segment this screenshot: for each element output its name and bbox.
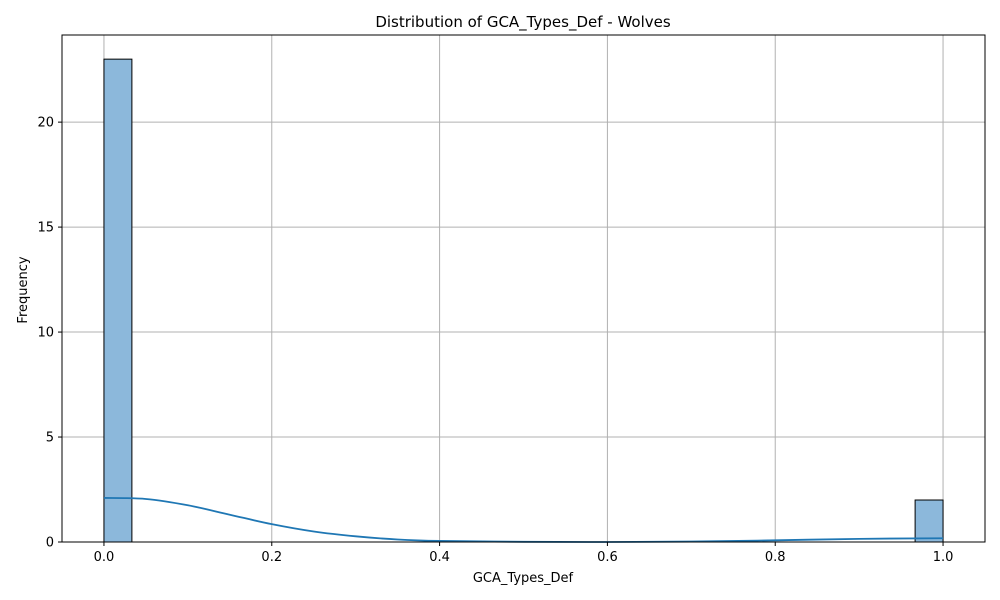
- x-tick-label: 0.0: [94, 550, 115, 565]
- chart-title: Distribution of GCA_Types_Def - Wolves: [375, 13, 671, 32]
- x-axis-ticks: 0.0 0.2 0.4 0.6 0.8 1.0: [94, 542, 954, 565]
- x-tick-label: 0.2: [261, 550, 282, 565]
- histogram-bar: [914, 499, 944, 543]
- x-tick-label: 0.6: [597, 550, 618, 565]
- y-axis-label: Frequency: [16, 256, 31, 323]
- x-tick-label: 0.8: [765, 550, 786, 565]
- y-tick-label: 0: [46, 536, 54, 551]
- plot-frame: [61, 34, 986, 543]
- x-tick-label: 0.4: [429, 550, 450, 565]
- x-axis-label: GCA_Types_Def: [473, 571, 574, 586]
- histogram-bar: [103, 58, 133, 543]
- x-tick-label: 1.0: [933, 550, 954, 565]
- kde-curve-group: [103, 497, 944, 543]
- kde-line: [103, 497, 944, 543]
- y-tick-label: 15: [37, 221, 54, 236]
- y-tick-label: 10: [37, 326, 54, 341]
- histogram-bars: [103, 58, 944, 543]
- y-tick-label: 20: [37, 116, 54, 131]
- y-axis-ticks: 0 5 10 15 20: [37, 116, 62, 551]
- grid: [62, 35, 985, 543]
- y-tick-label: 5: [46, 431, 54, 446]
